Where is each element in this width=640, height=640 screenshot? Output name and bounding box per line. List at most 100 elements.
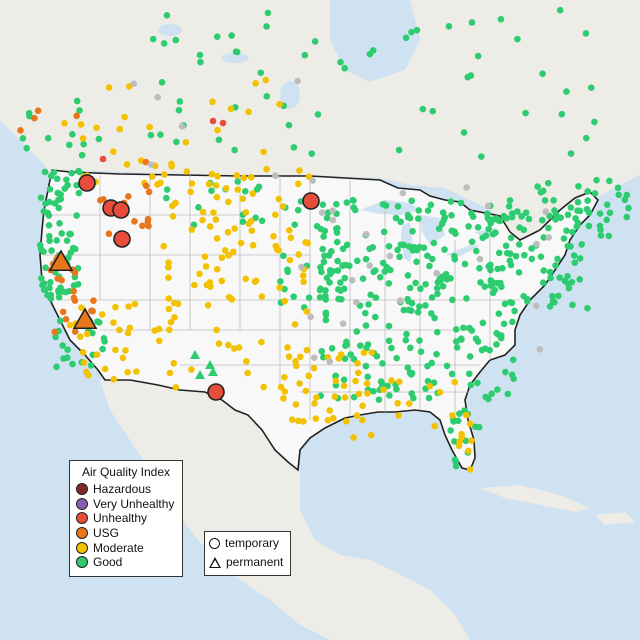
station-marker (298, 263, 305, 271)
station-marker (502, 368, 509, 376)
aqi-legend-item: USG (70, 526, 182, 541)
station-marker (549, 292, 556, 300)
station-marker (466, 466, 474, 473)
station-marker (335, 355, 343, 362)
station-marker (116, 125, 124, 133)
station-marker (71, 269, 79, 277)
aqi-legend-label: Good (93, 555, 123, 570)
station-marker (477, 279, 484, 286)
station-marker (487, 266, 494, 274)
station-marker (271, 211, 279, 219)
station-marker (131, 300, 139, 308)
station-marker (545, 224, 552, 232)
station-marker (285, 121, 293, 129)
station-marker (356, 342, 364, 349)
station-marker (422, 281, 429, 288)
station-marker (461, 260, 469, 268)
station-marker (413, 258, 420, 266)
permanent-monitor-marker (190, 350, 200, 359)
station-marker (472, 247, 480, 255)
station-marker (385, 322, 393, 330)
station-marker (63, 237, 71, 244)
station-marker (337, 58, 344, 66)
station-marker (408, 369, 416, 377)
station-marker (447, 427, 454, 434)
station-marker (443, 275, 451, 283)
station-marker (332, 377, 340, 385)
station-marker (497, 279, 504, 287)
station-marker (309, 177, 316, 184)
station-marker (68, 169, 75, 177)
station-marker (205, 180, 213, 188)
station-marker (277, 383, 285, 391)
station-marker (323, 214, 331, 222)
aqi-legend-label: Moderate (93, 540, 144, 555)
station-marker (584, 197, 591, 204)
station-marker (450, 418, 457, 425)
station-marker (376, 273, 384, 281)
station-marker (275, 195, 283, 203)
station-marker (409, 228, 416, 235)
station-marker (366, 262, 374, 269)
station-marker (57, 191, 64, 198)
station-marker (333, 225, 340, 233)
station-marker (225, 252, 232, 259)
station-marker (78, 304, 85, 311)
station-marker (46, 284, 53, 292)
station-marker (360, 349, 368, 356)
station-marker (277, 278, 284, 285)
station-marker (224, 228, 232, 236)
station-marker (78, 151, 86, 159)
station-marker (504, 390, 512, 398)
station-marker (334, 267, 342, 274)
station-marker (310, 364, 318, 372)
station-marker (463, 295, 470, 302)
station-marker (497, 334, 505, 342)
station-marker (319, 245, 326, 253)
station-marker (457, 335, 465, 342)
station-marker (53, 175, 61, 183)
station-marker (204, 301, 212, 309)
station-marker (168, 160, 175, 168)
station-marker (201, 253, 209, 260)
station-marker (466, 353, 474, 360)
station-marker (208, 170, 216, 178)
station-marker (379, 259, 387, 267)
station-marker (456, 410, 463, 417)
station-marker (240, 174, 248, 182)
station-marker (379, 381, 386, 388)
station-marker (505, 203, 513, 210)
station-marker (402, 34, 410, 42)
aqi-legend-label: Very Unhealthy (93, 496, 175, 511)
station-marker (569, 301, 576, 309)
station-marker (230, 345, 238, 352)
station-marker (312, 415, 320, 423)
usa-landmass (39, 169, 599, 472)
station-marker (166, 369, 174, 377)
station-marker (464, 447, 472, 455)
station-marker (443, 362, 451, 370)
baja-peninsula (105, 382, 165, 480)
station-marker (169, 213, 177, 220)
station-marker (615, 191, 623, 199)
station-marker (53, 363, 60, 371)
station-marker (408, 28, 415, 36)
station-marker (584, 304, 591, 312)
station-marker (394, 203, 402, 210)
station-marker (453, 344, 461, 351)
station-marker (225, 198, 232, 206)
station-marker (370, 387, 377, 395)
aqi-legend-title: Air Quality Index (81, 465, 171, 479)
station-marker (77, 121, 85, 128)
station-marker (263, 92, 271, 100)
station-marker (362, 322, 370, 329)
station-marker (58, 230, 66, 237)
temporary-monitor-marker (207, 383, 225, 401)
station-marker (424, 377, 432, 385)
station-marker (213, 326, 220, 334)
station-marker (149, 35, 157, 43)
station-marker (563, 227, 570, 234)
station-marker (258, 338, 265, 346)
station-marker (239, 195, 247, 203)
station-marker (96, 197, 104, 204)
